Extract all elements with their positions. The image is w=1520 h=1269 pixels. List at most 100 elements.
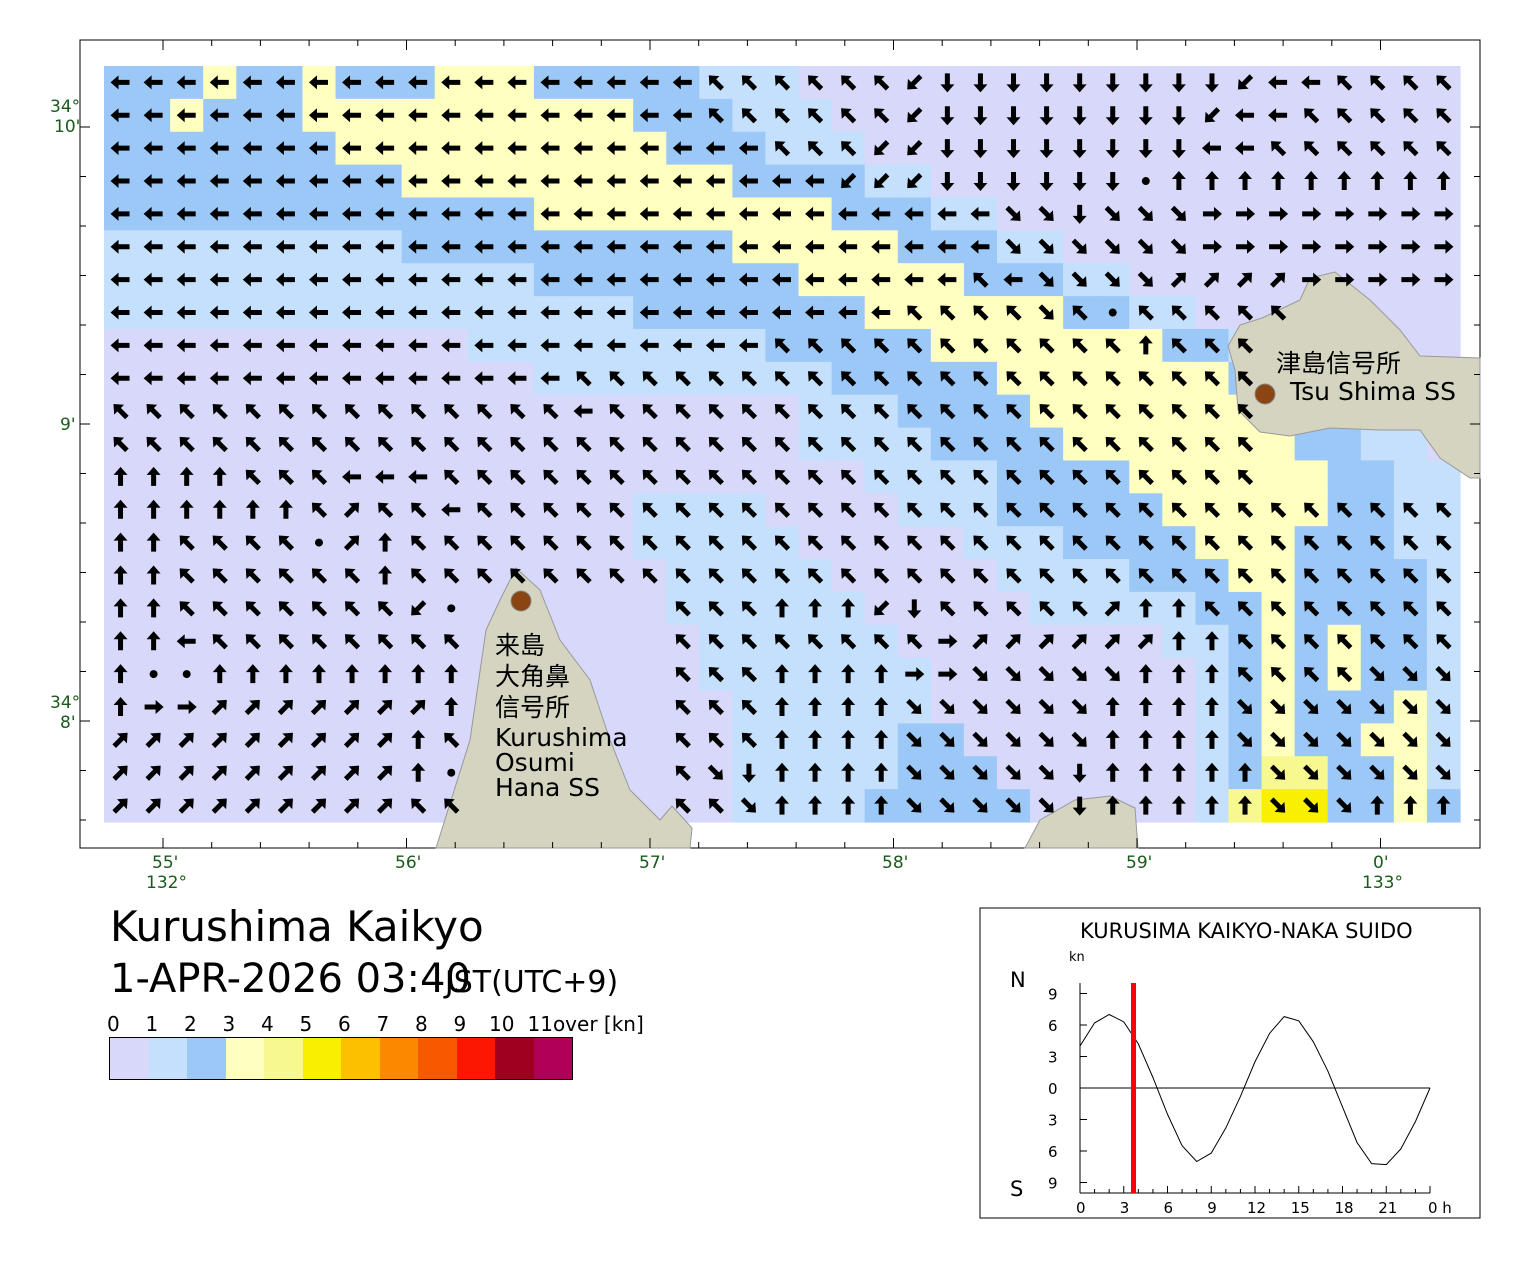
current-arrow — [573, 206, 593, 221]
current-arrow — [874, 108, 890, 124]
current-arrow — [110, 206, 130, 221]
current-arrow — [675, 699, 691, 716]
current-arrow — [474, 305, 494, 320]
datetime-value: 1-APR-2026 03:40 — [110, 956, 471, 1002]
current-arrow — [1005, 764, 1021, 780]
speed-cell — [600, 624, 634, 659]
current-arrow — [1105, 535, 1121, 551]
x-tick-label: 3 — [1120, 1199, 1130, 1217]
current-arrow — [940, 106, 955, 126]
current-arrow — [841, 502, 857, 518]
current-arrow — [212, 404, 228, 420]
current-arrow — [573, 404, 593, 419]
current-arrow — [1271, 171, 1286, 191]
x-tick-label: 21 — [1378, 1199, 1397, 1217]
current-arrow — [907, 305, 923, 321]
current-arrow — [1138, 106, 1153, 126]
current-arrow — [940, 172, 955, 192]
current-arrow — [507, 338, 527, 353]
current-arrow — [244, 732, 260, 748]
current-arrow — [212, 499, 227, 519]
current-arrow — [1336, 698, 1352, 715]
current-arrow — [874, 404, 890, 420]
current-arrow — [411, 436, 427, 453]
current-arrow — [1005, 205, 1021, 221]
kurushima-station-marker[interactable] — [510, 590, 532, 612]
lat-axis-labels: 34° 10' 9' 34° 8' — [50, 97, 80, 733]
current-arrow — [1202, 239, 1222, 254]
current-arrow — [1403, 568, 1419, 584]
current-arrow — [144, 699, 164, 714]
speed-cell — [567, 591, 601, 626]
current-arrow — [474, 206, 494, 221]
current-arrow — [1071, 271, 1087, 287]
current-arrow — [841, 436, 857, 453]
slack-dot — [447, 604, 456, 613]
current-arrow — [1269, 731, 1286, 747]
speed-cell — [1294, 460, 1329, 494]
current-arrow — [1138, 73, 1153, 93]
current-arrow — [146, 466, 161, 486]
current-arrow — [1302, 239, 1322, 254]
current-arrow — [378, 664, 393, 684]
current-arrow — [1072, 371, 1088, 387]
speed-cell — [633, 624, 667, 659]
current-arrow — [540, 371, 560, 386]
current-arrow — [639, 75, 659, 90]
x-tick-label: 6 — [1164, 1199, 1174, 1217]
current-arrow — [1303, 764, 1319, 780]
current-arrow — [1204, 171, 1219, 191]
current-arrow — [576, 535, 592, 551]
current-arrow — [573, 141, 593, 156]
current-arrow — [146, 598, 161, 618]
current-arrow — [642, 436, 658, 453]
current-arrow — [1336, 797, 1352, 813]
current-arrow — [907, 338, 923, 354]
current-arrow — [474, 371, 494, 386]
current-arrow — [1006, 404, 1022, 420]
current-arrow — [675, 634, 691, 650]
current-arrow — [1071, 665, 1087, 682]
current-arrow — [411, 535, 427, 551]
current-arrow — [606, 305, 626, 320]
current-arrow — [1204, 469, 1221, 486]
current-arrow — [308, 338, 328, 353]
current-arrow — [1138, 371, 1154, 387]
current-arrow — [1204, 73, 1219, 93]
tsushima-station-marker[interactable] — [1254, 383, 1276, 405]
current-arrow — [973, 338, 989, 354]
current-arrow — [906, 698, 922, 715]
current-arrow — [212, 664, 227, 684]
current-arrow — [1072, 338, 1088, 354]
current-arrow — [642, 535, 658, 551]
current-arrow — [675, 765, 691, 781]
current-arrow — [672, 338, 692, 353]
current-arrow — [1301, 75, 1321, 90]
kurushima-label-en-3: Hana SS — [495, 773, 600, 802]
current-arrow — [540, 338, 560, 353]
current-arrow — [277, 798, 293, 814]
speed-cell — [1327, 427, 1362, 462]
current-arrow — [179, 535, 195, 551]
current-arrow — [1104, 665, 1120, 682]
current-arrow — [1337, 535, 1353, 551]
current-arrow — [1071, 731, 1087, 747]
current-arrow — [808, 568, 824, 584]
current-arrow — [841, 634, 857, 650]
current-arrow — [408, 469, 428, 484]
tsushima-label-ja: 津島信号所 — [1276, 349, 1401, 378]
current-arrow — [113, 404, 129, 420]
current-arrow — [1138, 436, 1154, 453]
current-arrow — [1204, 371, 1221, 387]
current-time-marker — [1131, 983, 1137, 1193]
current-arrow — [808, 634, 824, 650]
current-arrow — [179, 499, 194, 519]
current-arrow — [738, 141, 758, 156]
current-arrow — [738, 174, 758, 189]
current-arrow — [1104, 601, 1120, 617]
current-arrow — [675, 568, 691, 584]
current-arrow — [741, 535, 758, 551]
current-arrow — [972, 731, 988, 747]
